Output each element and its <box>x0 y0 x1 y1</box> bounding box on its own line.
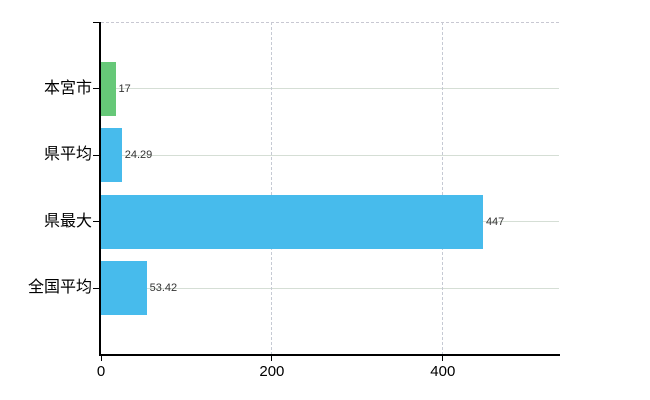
x-tick <box>100 356 102 361</box>
category-label: 県平均 <box>43 146 92 164</box>
bar <box>101 128 122 183</box>
gridline-vertical <box>271 22 273 355</box>
y-tick <box>93 287 99 289</box>
y-tick <box>93 221 99 223</box>
bar-value-label: 53.42 <box>149 282 178 295</box>
bar <box>101 261 147 316</box>
y-tick <box>93 154 99 156</box>
bar <box>101 194 483 249</box>
bar <box>101 61 116 116</box>
y-axis <box>99 22 101 356</box>
x-tick-label: 400 <box>430 363 456 380</box>
x-tick <box>442 356 444 361</box>
y-tick <box>93 22 99 23</box>
category-label: 本宮市 <box>43 79 92 97</box>
category-label: 全国平均 <box>27 279 92 297</box>
x-tick-label: 200 <box>259 363 285 380</box>
plot-top-border <box>101 22 559 23</box>
gridline-horizontal <box>101 154 559 156</box>
category-label: 県最大 <box>43 212 92 230</box>
x-tick <box>271 356 273 361</box>
x-tick-label: 0 <box>96 363 106 380</box>
bar-value-label: 17 <box>118 82 131 95</box>
gridline-horizontal <box>101 287 559 289</box>
bar-value-label: 447 <box>485 215 505 228</box>
y-tick <box>93 88 99 90</box>
gridline-vertical <box>442 22 444 355</box>
gridline-horizontal <box>101 88 559 90</box>
bar-value-label: 24.29 <box>124 149 153 162</box>
x-axis <box>99 354 560 356</box>
